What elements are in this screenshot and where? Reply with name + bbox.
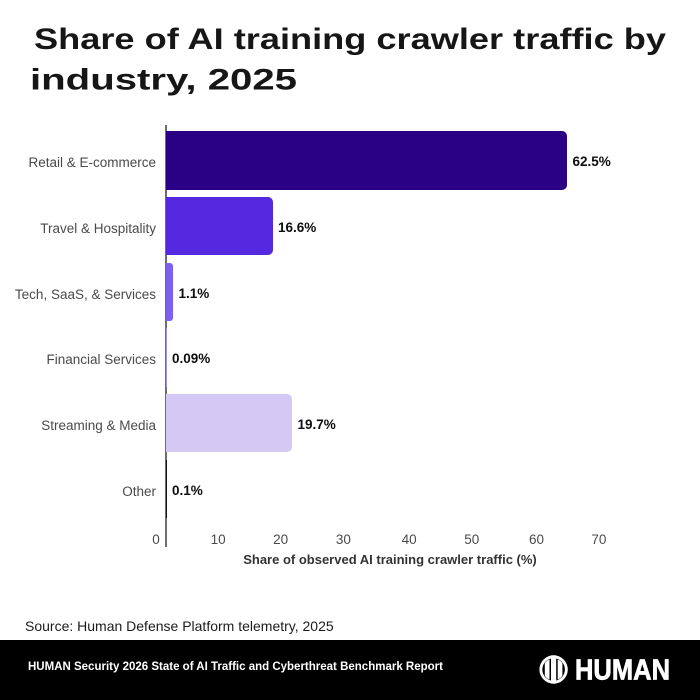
svg-text:industry, 2025: industry, 2025	[30, 64, 297, 97]
svg-text:HUMAN: HUMAN	[575, 655, 670, 685]
svg-text:Share of AI training crawler t: Share of AI training crawler traffic by	[34, 23, 666, 56]
